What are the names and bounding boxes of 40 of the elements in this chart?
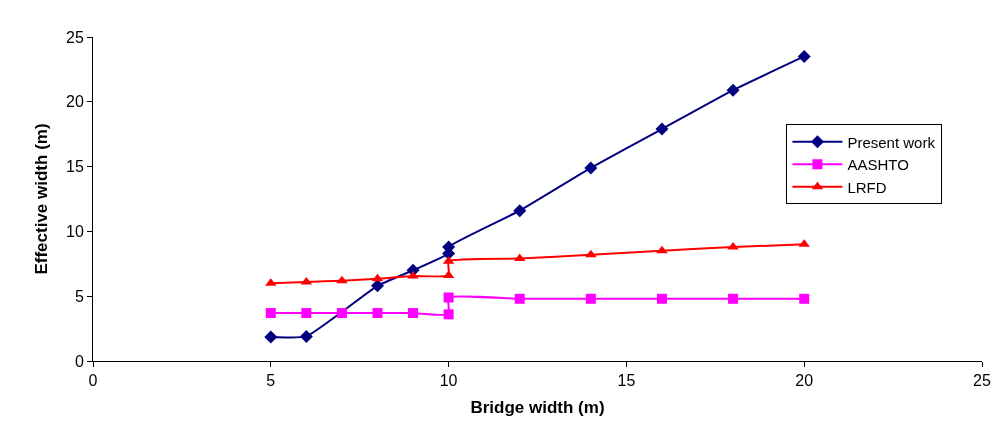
- legend-label: Present work: [847, 133, 936, 151]
- x-tick-label: 25: [973, 372, 991, 390]
- y-tick-label: 25: [66, 28, 84, 46]
- point: [372, 308, 383, 319]
- y-tick-label: 20: [66, 93, 84, 111]
- point: [513, 204, 527, 218]
- y-tick-label: 15: [66, 158, 84, 176]
- x-tick-label: 10: [439, 372, 458, 390]
- point: [336, 308, 347, 319]
- legend-label: AASHTO: [847, 156, 909, 174]
- point: [514, 293, 525, 304]
- point: [265, 308, 276, 319]
- point: [336, 275, 348, 284]
- x-tick-label: 20: [795, 372, 814, 390]
- y-tick-label: 0: [74, 352, 84, 370]
- x-tick-label: 5: [266, 372, 276, 390]
- point: [443, 292, 454, 303]
- point: [370, 279, 384, 293]
- x-tick-label: 0: [88, 372, 98, 390]
- point: [656, 245, 668, 254]
- y-tick-label: 10: [66, 223, 84, 240]
- point: [443, 309, 454, 320]
- point: [728, 293, 739, 304]
- point: [655, 122, 669, 136]
- y-axis-title: Effective width (m): [31, 123, 51, 275]
- y-tick-label: 5: [74, 287, 84, 305]
- point: [656, 293, 667, 304]
- point: [797, 49, 811, 63]
- point: [408, 308, 419, 319]
- point: [264, 330, 278, 344]
- point: [301, 308, 312, 319]
- point: [585, 249, 597, 258]
- point: [584, 161, 598, 175]
- point: [299, 329, 313, 343]
- point: [799, 293, 810, 304]
- point: [726, 83, 740, 97]
- legend-label: LRFD: [847, 178, 887, 196]
- point: [585, 293, 596, 304]
- x-axis-title: Bridge width (m): [470, 397, 605, 417]
- x-tick-label: 15: [617, 372, 636, 390]
